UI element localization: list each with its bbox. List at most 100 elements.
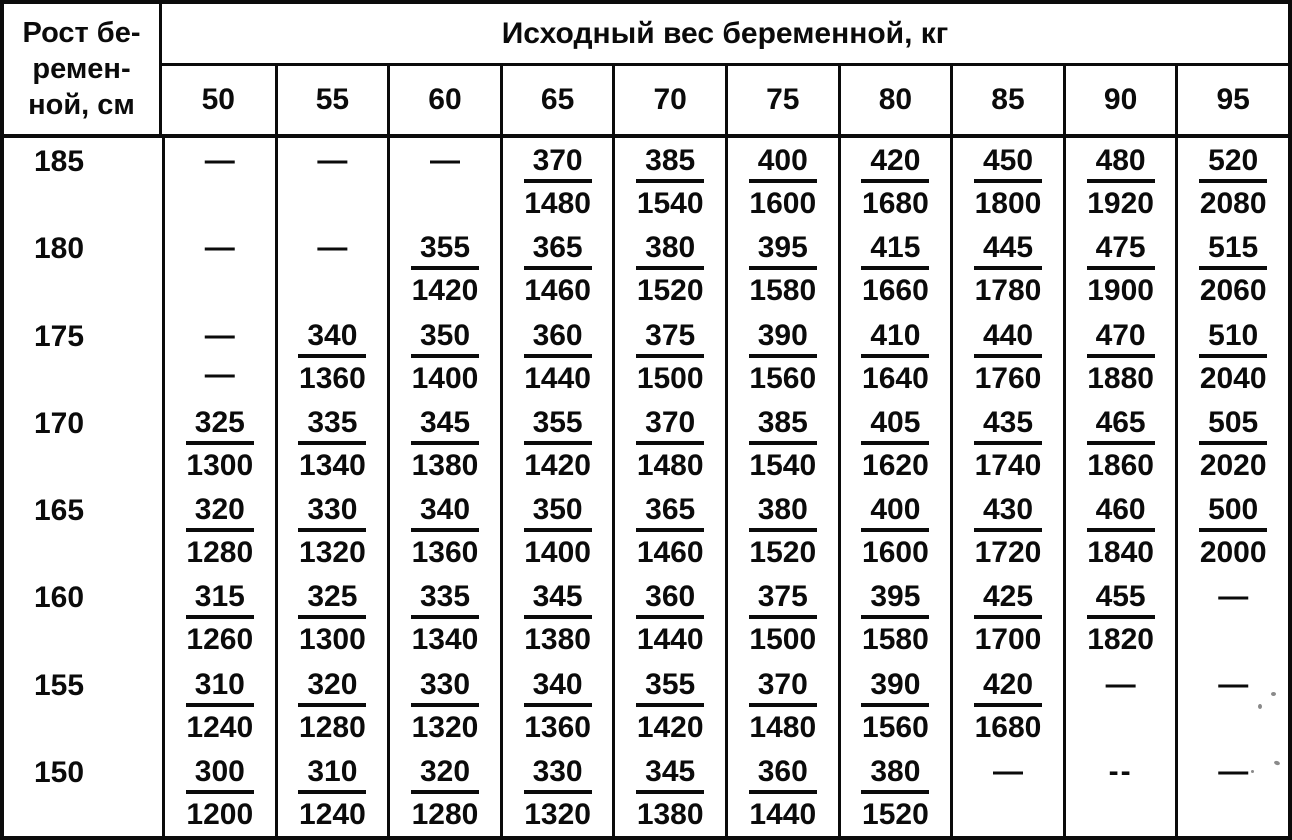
monthly-gain-value: 1280 — [299, 710, 366, 744]
weekly-gain-value: 445 — [973, 229, 1043, 271]
monthly-gain-value: 1480 — [749, 710, 817, 744]
monthly-gain-value: 1700 — [974, 623, 1042, 657]
gain-cell: 310 1240 — [274, 748, 388, 836]
gain-cell: 350 1400 — [387, 312, 500, 400]
monthly-gain-value: 1420 — [636, 710, 704, 744]
monthly-gain-value: 1340 — [411, 623, 479, 657]
weekly-gain-value: 345 — [410, 404, 480, 445]
weight-column-header: 60 — [387, 66, 500, 134]
gain-cell: 335 1340 — [387, 574, 500, 662]
gain-cell: 480 1920 — [1062, 138, 1176, 226]
monthly-gain-value: 1680 — [862, 187, 929, 220]
gain-cell: — — [162, 138, 275, 226]
monthly-gain-value: 1360 — [524, 710, 591, 744]
table-row: 155 310 1240 320 1280 330 1320 340 1360 355 1420 37… — [4, 661, 1288, 749]
monthly-gain-value: 1400 — [411, 361, 479, 395]
weekly-gain-value: 375 — [636, 317, 705, 358]
weekly-gain-value: 400 — [861, 491, 930, 532]
weekly-gain-value: 420 — [861, 142, 930, 183]
gain-cell: — — — [162, 312, 275, 400]
weekly-gain-value: 405 — [861, 404, 930, 445]
gain-cell: 515 2060 — [1175, 225, 1288, 313]
corner-header-line: Рост бе- — [22, 17, 141, 49]
monthly-gain-value: 1520 — [749, 536, 817, 569]
monthly-gain-value: 1380 — [524, 623, 591, 657]
monthly-gain-value: 1360 — [299, 361, 366, 395]
weekly-gain-value: 370 — [636, 404, 705, 445]
weekly-gain-value: 360 — [523, 317, 592, 358]
monthly-gain-value: 1860 — [1087, 448, 1154, 482]
weekly-gain-value: 390 — [748, 317, 817, 358]
no-data-dash: — — [429, 144, 460, 177]
monthly-gain-value: 1280 — [186, 536, 254, 569]
monthly-gain-value: 1380 — [636, 797, 704, 831]
gain-cell: 345 1380 — [387, 399, 500, 487]
weekly-gain-value: 370 — [748, 666, 817, 707]
gain-cell: 345 1380 — [499, 574, 613, 662]
monthly-gain-value: 1600 — [862, 536, 929, 569]
weekly-gain-value: 465 — [1086, 404, 1155, 445]
height-row-label: 155 — [34, 668, 85, 702]
weekly-gain-value: 450 — [973, 142, 1043, 183]
monthly-gain-value: 1760 — [974, 361, 1042, 395]
gain-cell: 350 1400 — [499, 487, 613, 575]
monthly-gain-value: 1840 — [1087, 536, 1154, 569]
weekly-gain-value: 370 — [523, 142, 592, 183]
monthly-gain-value: 1580 — [749, 274, 817, 308]
monthly-gain-value: 1920 — [1087, 187, 1154, 220]
gain-cell: 430 1720 — [950, 487, 1063, 575]
monthly-gain-value: 1500 — [636, 361, 704, 395]
monthly-gain-value: 1340 — [299, 448, 366, 482]
weekly-gain-value: 330 — [298, 491, 367, 532]
corner-header-line: ремен- — [32, 53, 131, 85]
gain-cell: 335 1340 — [274, 399, 388, 487]
gain-cell: 395 1580 — [724, 225, 838, 313]
monthly-gain-value: 1440 — [749, 797, 817, 831]
table-row: 180— —355 1420 365 1460 380 1520 395 1580 415 1660… — [4, 225, 1288, 313]
gain-cell: 330 1320 — [499, 748, 613, 836]
gain-cell: 355 1420 — [499, 399, 613, 487]
corner-header-line: ной, см — [28, 89, 135, 121]
weekly-gain-value: 380 — [636, 229, 705, 271]
scan-noise — [1258, 704, 1262, 709]
weekly-gain-value: 395 — [748, 229, 817, 271]
monthly-gain-value: 2000 — [1199, 536, 1267, 569]
gain-cell: 455 1820 — [1062, 574, 1176, 662]
weekly-gain-value: 350 — [410, 317, 480, 358]
weekly-gain-value: 455 — [1086, 578, 1155, 620]
gain-cell: 390 1560 — [724, 312, 838, 400]
weekly-gain-value: 320 — [410, 753, 480, 794]
monthly-gain-value: 1540 — [636, 187, 704, 220]
weekly-gain-value: 420 — [973, 666, 1043, 707]
weekly-gain-value: 395 — [861, 578, 930, 620]
monthly-gain-value: 1560 — [749, 361, 817, 395]
gain-cell: 360 1440 — [612, 574, 725, 662]
monthly-gain-value: 1660 — [862, 274, 929, 308]
monthly-gain-value: 1820 — [1087, 623, 1154, 657]
gain-cell: 340 1360 — [387, 487, 500, 575]
height-row-label: 150 — [34, 755, 85, 789]
monthly-gain-value: 1300 — [299, 623, 366, 657]
no-data-dash: — — [1218, 754, 1249, 788]
gain-cell: 420 1680 — [950, 661, 1063, 749]
monthly-gain-value: 1600 — [749, 187, 817, 220]
weight-column-header: 50 — [201, 83, 235, 116]
gain-cell: 355 1420 — [612, 661, 725, 749]
monthly-gain-value: 1400 — [524, 536, 591, 569]
weekly-gain-value: 340 — [523, 666, 592, 707]
weekly-gain-value: 325 — [185, 404, 254, 445]
weekly-gain-value: 310 — [185, 666, 254, 707]
weight-column-header: 90 — [1062, 66, 1176, 134]
monthly-gain-value: 1360 — [411, 536, 479, 569]
gain-cell: 465 1860 — [1062, 399, 1176, 487]
monthly-gain-value: 2020 — [1199, 448, 1267, 482]
gain-cell: 370 1480 — [724, 661, 838, 749]
gain-cell: 325 1300 — [274, 574, 388, 662]
weekly-gain-value: 390 — [861, 666, 930, 707]
height-row-label: 180 — [34, 232, 85, 266]
monthly-gain-value: 1280 — [411, 797, 479, 831]
monthly-gain-value: 1520 — [862, 797, 929, 831]
no-data-dash: — — [204, 357, 235, 391]
monthly-gain-value: 1460 — [524, 274, 591, 308]
monthly-gain-value: 1540 — [749, 448, 817, 482]
